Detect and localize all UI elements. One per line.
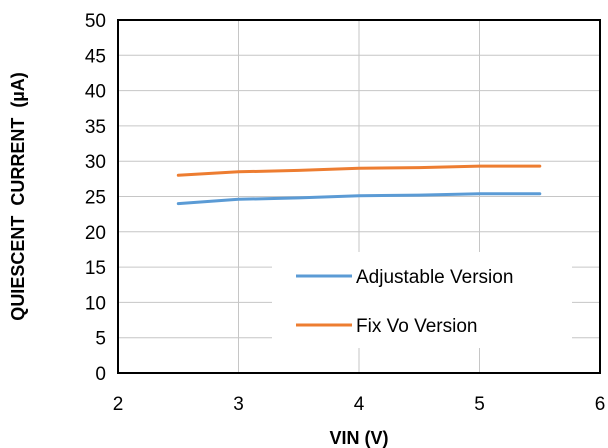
series-line-adjustable-version (176, 192, 542, 206)
y-tick-label: 50 (85, 11, 106, 32)
y-tick-label: 15 (85, 258, 106, 279)
legend-label-adjustable-version: Adjustable Version (356, 267, 513, 288)
x-tick-label: 4 (354, 394, 365, 415)
series-lines (176, 164, 542, 206)
y-tick-label: 25 (85, 188, 106, 209)
legend-label-fix-vo-version: Fix Vo Version (356, 316, 477, 337)
y-axis-title: QUIESCENT CURRENT (µA) (8, 72, 28, 320)
x-tick-label: 3 (233, 394, 244, 415)
legend-background (272, 252, 572, 348)
series-line-fix-vo-version (176, 164, 542, 177)
x-axis-title: VIN (V) (329, 428, 388, 448)
y-tick-label: 30 (85, 152, 106, 173)
legend: Adjustable Version Fix Vo Version (272, 252, 572, 348)
y-tick-label: 5 (95, 329, 106, 350)
x-tick-label: 6 (595, 394, 606, 415)
x-axis-tick-labels: 2 3 4 5 6 (113, 394, 606, 415)
y-tick-label: 10 (85, 293, 106, 314)
y-axis-tick-labels: 0 5 10 15 20 25 30 35 40 45 50 (85, 11, 106, 385)
x-tick-label: 2 (113, 394, 124, 415)
plot-area-border (117, 19, 601, 374)
y-tick-label: 40 (85, 82, 106, 103)
y-tick-label: 0 (95, 364, 106, 385)
y-tick-label: 35 (85, 117, 106, 138)
y-tick-label: 45 (85, 46, 106, 67)
y-tick-label: 20 (85, 223, 106, 244)
x-tick-label: 5 (474, 394, 485, 415)
